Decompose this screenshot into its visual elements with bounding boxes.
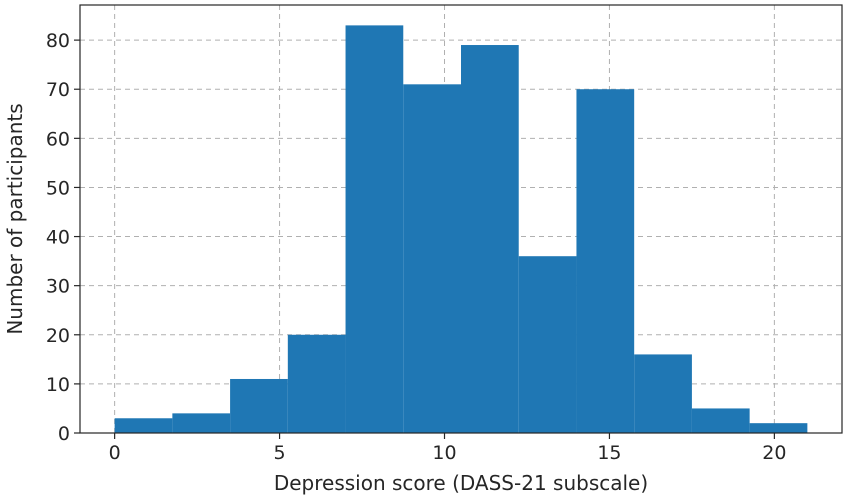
histogram-bar [114,418,173,433]
y-tick-label: 20 [46,325,70,347]
x-tick-label: 5 [274,442,286,464]
y-tick-label: 70 [46,79,70,101]
histogram-bar [345,25,404,434]
histogram-bar [230,378,288,433]
histogram-bar [634,354,692,433]
x-axis: 0 5 10 15 20 [109,433,786,464]
y-tick-label: 30 [46,276,70,298]
histogram-bar [518,256,577,433]
y-tick-label: 50 [46,177,70,199]
histogram-bar [172,413,231,433]
y-tick-label: 10 [46,374,70,396]
histogram-bar [403,84,461,433]
histogram-bar [461,45,519,434]
bars [114,25,808,434]
x-tick-label: 0 [109,442,121,464]
x-axis-label: Depression score (DASS-21 subscale) [274,471,648,495]
plot-frame [79,4,843,434]
histogram-bar [691,408,750,433]
y-tick-label: 80 [46,30,70,52]
y-axis-label: Number of participants [3,103,27,334]
y-tick-label: 60 [46,128,70,150]
histogram-bar [287,334,346,433]
y-tick-label: 0 [58,423,70,445]
histogram-bar [749,423,808,433]
y-tick-label: 40 [46,227,70,249]
x-tick-label: 20 [762,442,786,464]
x-tick-label: 15 [597,442,621,464]
y-axis: 0 10 20 30 40 50 60 70 80 [46,30,80,445]
histogram-bar [576,89,635,433]
x-tick-label: 10 [432,442,456,464]
